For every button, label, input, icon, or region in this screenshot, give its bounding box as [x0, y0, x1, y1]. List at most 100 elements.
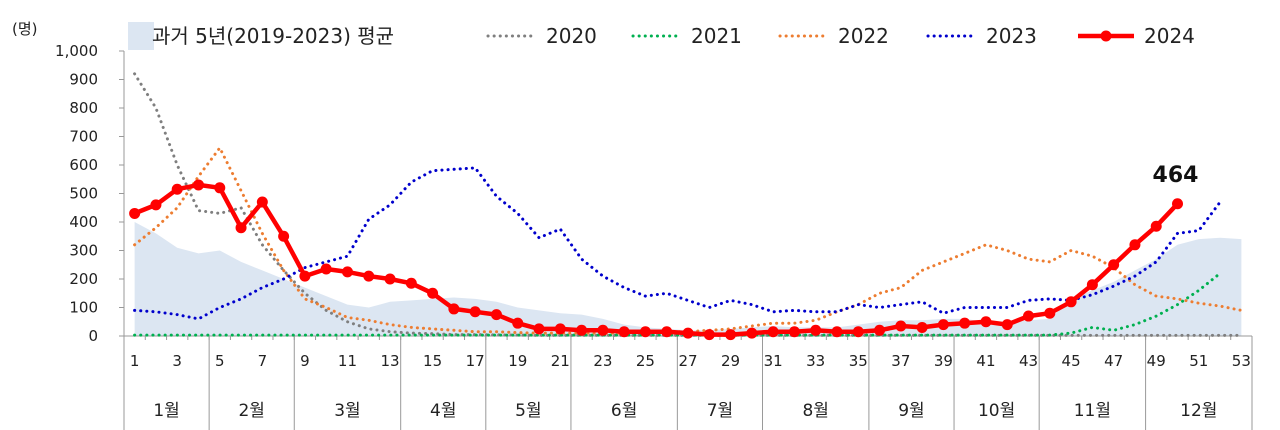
data-point-2024	[725, 329, 737, 341]
data-point-2024	[192, 179, 204, 191]
data-point-2024	[171, 183, 183, 195]
data-point-2024	[448, 303, 460, 315]
data-point-2024	[1023, 310, 1035, 322]
series-layer	[129, 72, 1243, 341]
data-point-2024	[1086, 279, 1098, 291]
y-tick-label: 1,000	[55, 42, 98, 60]
data-point-2024	[150, 199, 162, 211]
x-tick-label: 45	[1062, 352, 1081, 370]
data-point-2024	[405, 277, 417, 289]
y-tick-label: 100	[69, 299, 98, 317]
month-label: 6월	[611, 401, 637, 421]
data-point-2024	[384, 273, 396, 285]
month-label: 4월	[430, 401, 456, 421]
data-point-2024	[1065, 296, 1077, 308]
month-label: 10월	[978, 401, 1015, 421]
month-label: 2월	[238, 401, 264, 421]
series-area-average	[134, 222, 1242, 336]
data-point-2024	[852, 326, 864, 338]
month-label: 5월	[515, 401, 541, 421]
data-point-2024	[341, 266, 353, 278]
data-point-2024	[959, 317, 971, 329]
x-tick-label: 29	[721, 352, 740, 370]
x-tick-label: 43	[1019, 352, 1038, 370]
data-point-2024	[512, 317, 524, 329]
x-tick-label: 9	[300, 352, 310, 370]
y-unit-label: (명)	[12, 20, 38, 38]
y-tick-label: 700	[69, 128, 98, 146]
data-point-2024	[1044, 307, 1056, 319]
month-label: 1월	[153, 401, 179, 421]
data-point-2024	[1129, 239, 1141, 251]
data-point-2024	[895, 320, 907, 332]
data-point-2024	[746, 327, 758, 339]
data-point-2024	[980, 316, 992, 328]
legend-swatch-marker	[1100, 30, 1112, 42]
y-tick-label: 200	[69, 270, 98, 288]
data-point-2024	[427, 287, 439, 299]
data-point-2024	[129, 207, 141, 219]
legend-label: 2021	[691, 24, 742, 48]
data-point-2024	[831, 326, 843, 338]
data-point-2024	[490, 309, 502, 321]
legend: 과거 5년(2019-2023) 평균 2020 2021 2022 2023 2024	[128, 22, 1195, 50]
series-line-2021	[133, 271, 1222, 337]
legend-label: 2024	[1144, 24, 1195, 48]
data-point-2024	[767, 326, 779, 338]
legend-label: 2023	[986, 24, 1037, 48]
x-tick-label: 53	[1232, 352, 1251, 370]
legend-label: 2020	[546, 24, 597, 48]
data-point-2024	[278, 230, 290, 242]
legend-label: 2022	[838, 24, 889, 48]
data-point-2024	[554, 323, 566, 335]
x-tick-label: 37	[891, 352, 910, 370]
data-point-2024	[703, 329, 715, 341]
y-tick-label: 600	[69, 156, 98, 174]
x-tick-label: 5	[215, 352, 225, 370]
x-tick-label: 21	[551, 352, 570, 370]
data-point-2024	[469, 306, 481, 318]
x-tick-label: 1	[130, 352, 140, 370]
data-point-2024	[618, 326, 630, 338]
axis-layer	[119, 50, 1253, 430]
data-point-2024	[597, 324, 609, 336]
x-tick-label: 33	[806, 352, 825, 370]
x-tick-label: 27	[678, 352, 697, 370]
data-point-2024	[937, 319, 949, 331]
month-label: 8월	[802, 401, 828, 421]
x-tick-label: 11	[338, 352, 357, 370]
data-point-2024	[639, 326, 651, 338]
legend-label: 과거 5년(2019-2023) 평균	[152, 24, 394, 48]
data-point-2024	[810, 324, 822, 336]
x-tick-label: 15	[423, 352, 442, 370]
x-tick-label: 31	[764, 352, 783, 370]
series-line-2023	[133, 166, 1222, 321]
data-point-2024	[682, 327, 694, 339]
data-point-2024	[1001, 319, 1013, 331]
data-point-2024	[363, 270, 375, 282]
month-label: 3월	[334, 401, 360, 421]
month-label: 9월	[898, 401, 924, 421]
data-point-2024	[874, 324, 886, 336]
data-point-2024	[1150, 220, 1162, 232]
data-point-2024	[320, 263, 332, 275]
data-point-2024	[1172, 198, 1184, 210]
x-tick-label: 19	[508, 352, 527, 370]
average-area-layer	[134, 222, 1242, 336]
x-tick-label: 35	[849, 352, 868, 370]
x-tick-label: 47	[1104, 352, 1123, 370]
x-tick-label: 39	[934, 352, 953, 370]
month-label: 11월	[1074, 401, 1111, 421]
data-point-2024	[256, 196, 268, 208]
month-label: 12월	[1180, 401, 1217, 421]
x-tick-label: 13	[380, 352, 399, 370]
data-point-2024	[576, 324, 588, 336]
y-tick-label: 500	[69, 185, 98, 203]
data-point-2024	[788, 326, 800, 338]
data-point-2024	[214, 182, 226, 194]
y-tick-label: 900	[69, 71, 98, 89]
data-point-2024	[235, 222, 247, 234]
y-tick-label: 800	[69, 99, 98, 117]
